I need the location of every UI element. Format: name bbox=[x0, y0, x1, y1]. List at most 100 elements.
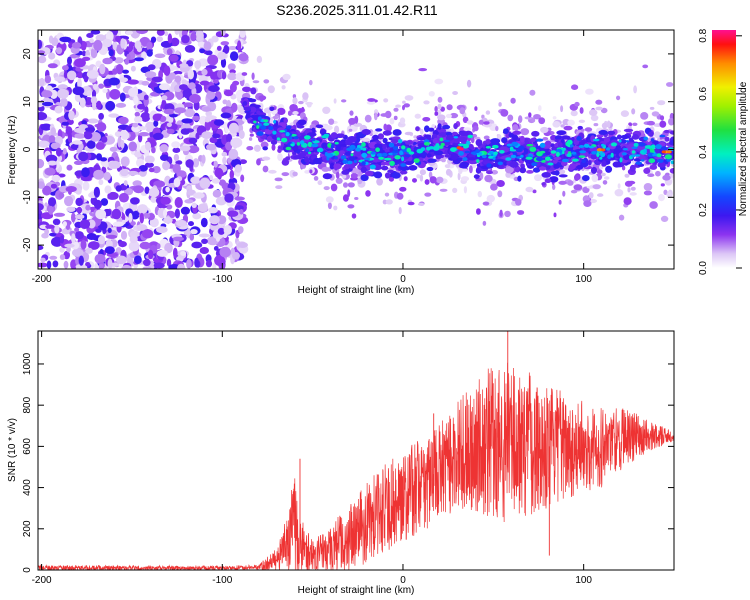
ridge-peak bbox=[576, 136, 582, 141]
noise-cell bbox=[70, 241, 80, 250]
ridge-peak bbox=[666, 158, 671, 162]
noise-cell bbox=[75, 255, 80, 266]
noise-cell bbox=[204, 117, 211, 123]
noise-cell bbox=[95, 142, 105, 150]
noise-cell bbox=[108, 77, 120, 86]
ridge-peak bbox=[394, 155, 401, 160]
noise-cell bbox=[212, 78, 219, 84]
noise-cell bbox=[176, 91, 183, 100]
halo-cell bbox=[463, 127, 472, 131]
ridge-cell bbox=[587, 160, 592, 166]
halo-cell bbox=[383, 98, 389, 103]
halo-cell bbox=[434, 78, 444, 85]
halo-cell bbox=[389, 118, 395, 125]
ridge-cell bbox=[664, 136, 670, 142]
ridge-cell bbox=[426, 166, 434, 172]
halo-cell bbox=[267, 85, 275, 94]
halo-cell bbox=[395, 104, 401, 108]
noise-cell bbox=[119, 168, 129, 177]
ridge-cell bbox=[446, 134, 455, 141]
halo-cell bbox=[485, 110, 491, 115]
halo-cell bbox=[498, 102, 502, 107]
noise-cell bbox=[88, 219, 96, 229]
noise-cell bbox=[148, 187, 160, 198]
noise-cell bbox=[93, 39, 103, 51]
halo-cell bbox=[663, 189, 668, 195]
noise-cell bbox=[199, 80, 210, 86]
ridge-peak bbox=[485, 146, 492, 149]
noise-cell bbox=[238, 53, 249, 62]
ridge-peak bbox=[562, 158, 569, 163]
ridge-peak bbox=[296, 142, 300, 146]
noise-cell bbox=[141, 80, 150, 86]
noise-cell bbox=[174, 107, 186, 114]
halo-cell bbox=[393, 107, 399, 112]
snr-y-tick-label: 600 bbox=[22, 438, 33, 455]
ridge-cell bbox=[451, 131, 458, 136]
noise-cell bbox=[73, 160, 84, 165]
ridge-peak bbox=[644, 145, 652, 149]
noise-cell bbox=[231, 102, 238, 113]
noise-cell bbox=[55, 47, 63, 55]
ridge-cell bbox=[603, 137, 610, 143]
ridge-peak bbox=[631, 150, 636, 154]
halo-cell bbox=[482, 201, 490, 206]
noise-cell bbox=[217, 51, 227, 60]
noise-cell bbox=[156, 30, 165, 36]
ridge-peak bbox=[355, 147, 361, 152]
noise-cell bbox=[126, 53, 131, 61]
colorbar-tick-label: 0.6 bbox=[698, 86, 709, 100]
noise-cell bbox=[139, 241, 151, 250]
noise-cell bbox=[40, 123, 52, 131]
ridge-peak bbox=[648, 158, 656, 164]
noise-cell bbox=[96, 122, 107, 132]
halo-cell bbox=[325, 196, 334, 203]
spectrogram-x-tick-label: 100 bbox=[575, 274, 592, 285]
ridge-cell bbox=[557, 142, 563, 148]
noise-cell bbox=[172, 147, 181, 153]
halo-cell bbox=[274, 177, 283, 182]
halo-cell bbox=[486, 194, 495, 203]
noise-cell bbox=[181, 34, 190, 44]
ridge-cell bbox=[381, 161, 386, 166]
noise-cell bbox=[213, 160, 218, 168]
noise-cell bbox=[239, 209, 244, 215]
ridge-peak bbox=[492, 144, 499, 149]
noise-cell bbox=[51, 174, 61, 182]
noise-cell bbox=[179, 84, 188, 91]
noise-cell bbox=[183, 102, 194, 108]
ridge-peak bbox=[334, 156, 338, 160]
ridge-cell bbox=[297, 119, 307, 126]
halo-cell bbox=[589, 109, 598, 116]
noise-cell bbox=[75, 214, 85, 220]
ridge-cell bbox=[616, 134, 622, 140]
snr-y-tick-label: 200 bbox=[22, 520, 33, 537]
noise-cell bbox=[95, 228, 102, 233]
noise-cell bbox=[93, 199, 102, 209]
halo-cell bbox=[333, 98, 337, 104]
halo-cell bbox=[348, 117, 356, 125]
noise-cell bbox=[132, 122, 139, 128]
ridge-peak bbox=[518, 145, 525, 150]
ridge-cell bbox=[601, 160, 607, 167]
noise-cell bbox=[95, 34, 106, 42]
noise-cell bbox=[198, 233, 211, 238]
halo-cell bbox=[553, 212, 557, 218]
snr-x-tick-label: -200 bbox=[32, 575, 52, 586]
noise-cell bbox=[164, 31, 169, 37]
spectrogram-x-ticks: -200 -100 0 100 bbox=[32, 30, 592, 285]
halo-cell bbox=[491, 170, 498, 175]
noise-cell bbox=[107, 227, 112, 233]
halo-cell bbox=[659, 120, 667, 128]
noise-cell bbox=[172, 236, 184, 242]
noise-cell bbox=[49, 255, 58, 260]
noise-cell bbox=[38, 203, 44, 211]
noise-cell bbox=[67, 132, 73, 143]
ridge-cell bbox=[512, 134, 518, 141]
noise-cell bbox=[162, 209, 168, 218]
ridge-peak bbox=[511, 141, 519, 147]
halo-cell bbox=[483, 121, 490, 125]
ridge-cell bbox=[475, 139, 481, 146]
noise-cell bbox=[71, 233, 76, 244]
halo-cell bbox=[474, 106, 478, 111]
